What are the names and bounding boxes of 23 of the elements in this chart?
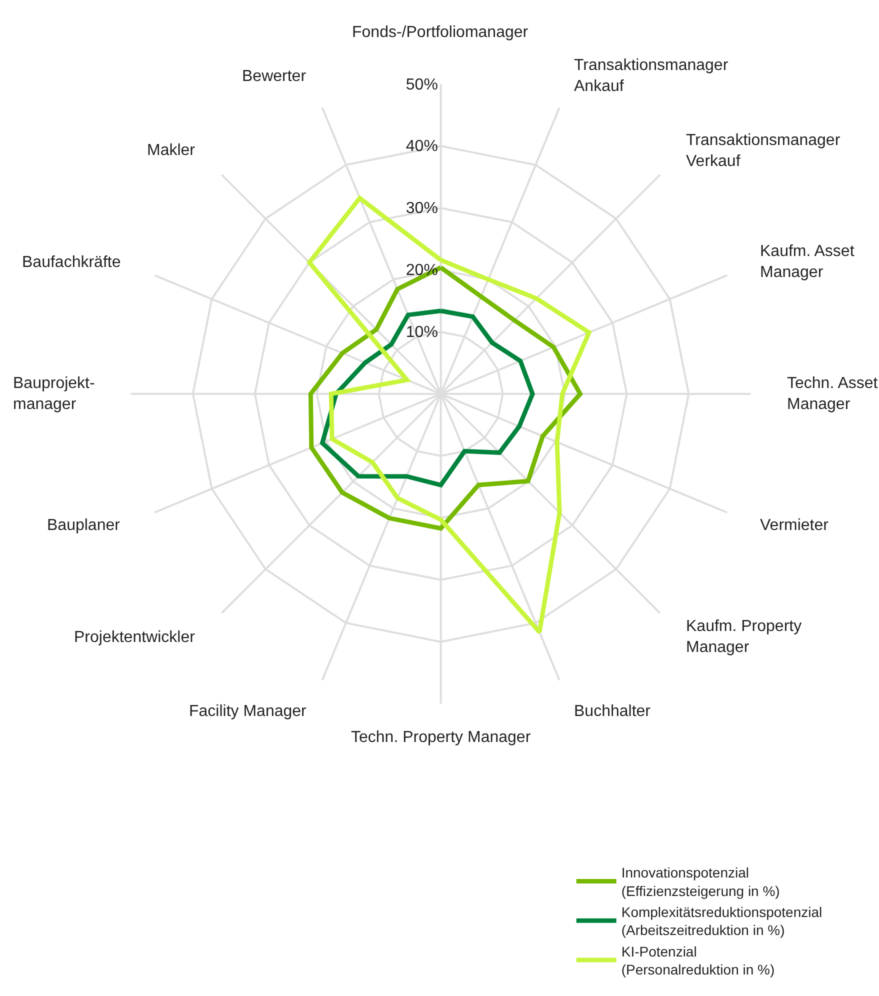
- spoke-label: Bauplaner: [47, 517, 121, 534]
- spoke-label: Makler: [147, 142, 196, 159]
- spoke-label: Facility Manager: [189, 703, 308, 720]
- spoke-label: Bewerter: [242, 68, 307, 85]
- y-tick-label: 30%: [406, 200, 438, 218]
- legend-label: KI-Potenzial (Personalreduktion in %): [621, 943, 775, 978]
- spoke-label: Techn. Asset Manager: [787, 375, 878, 413]
- spoke-label: Baufachkräfte: [22, 254, 121, 271]
- legend-label: Komplexitätsreduktionspotenzial (Arbeitszeitreduktion in %): [621, 904, 822, 938]
- y-tick-label: 10%: [406, 324, 438, 342]
- spoke-label: Projektentwickler: [74, 629, 196, 646]
- spoke-label: Kaufm. Property Manager: [686, 618, 802, 656]
- spoke-label: Techn. Property Manager: [351, 729, 532, 746]
- y-tick-label: 50%: [406, 76, 438, 94]
- spoke-label: Fonds-/Portfoliomanager: [352, 24, 529, 41]
- spoke-label: Vermieter: [760, 517, 830, 534]
- y-tick-label: 40%: [406, 138, 438, 156]
- spoke-label: Transaktionsmanager Ankauf: [574, 57, 729, 95]
- spoke-label: Buchhalter: [574, 703, 652, 720]
- legend-label: Innovationspotenzial (Effizienzsteigerung in %): [621, 864, 780, 899]
- spoke-label: Transaktionsmanager Verkauf: [686, 132, 841, 170]
- spoke-label: Bauprojekt- manager: [13, 375, 95, 413]
- spoke-label: Kaufm. Asset Manager: [760, 243, 855, 281]
